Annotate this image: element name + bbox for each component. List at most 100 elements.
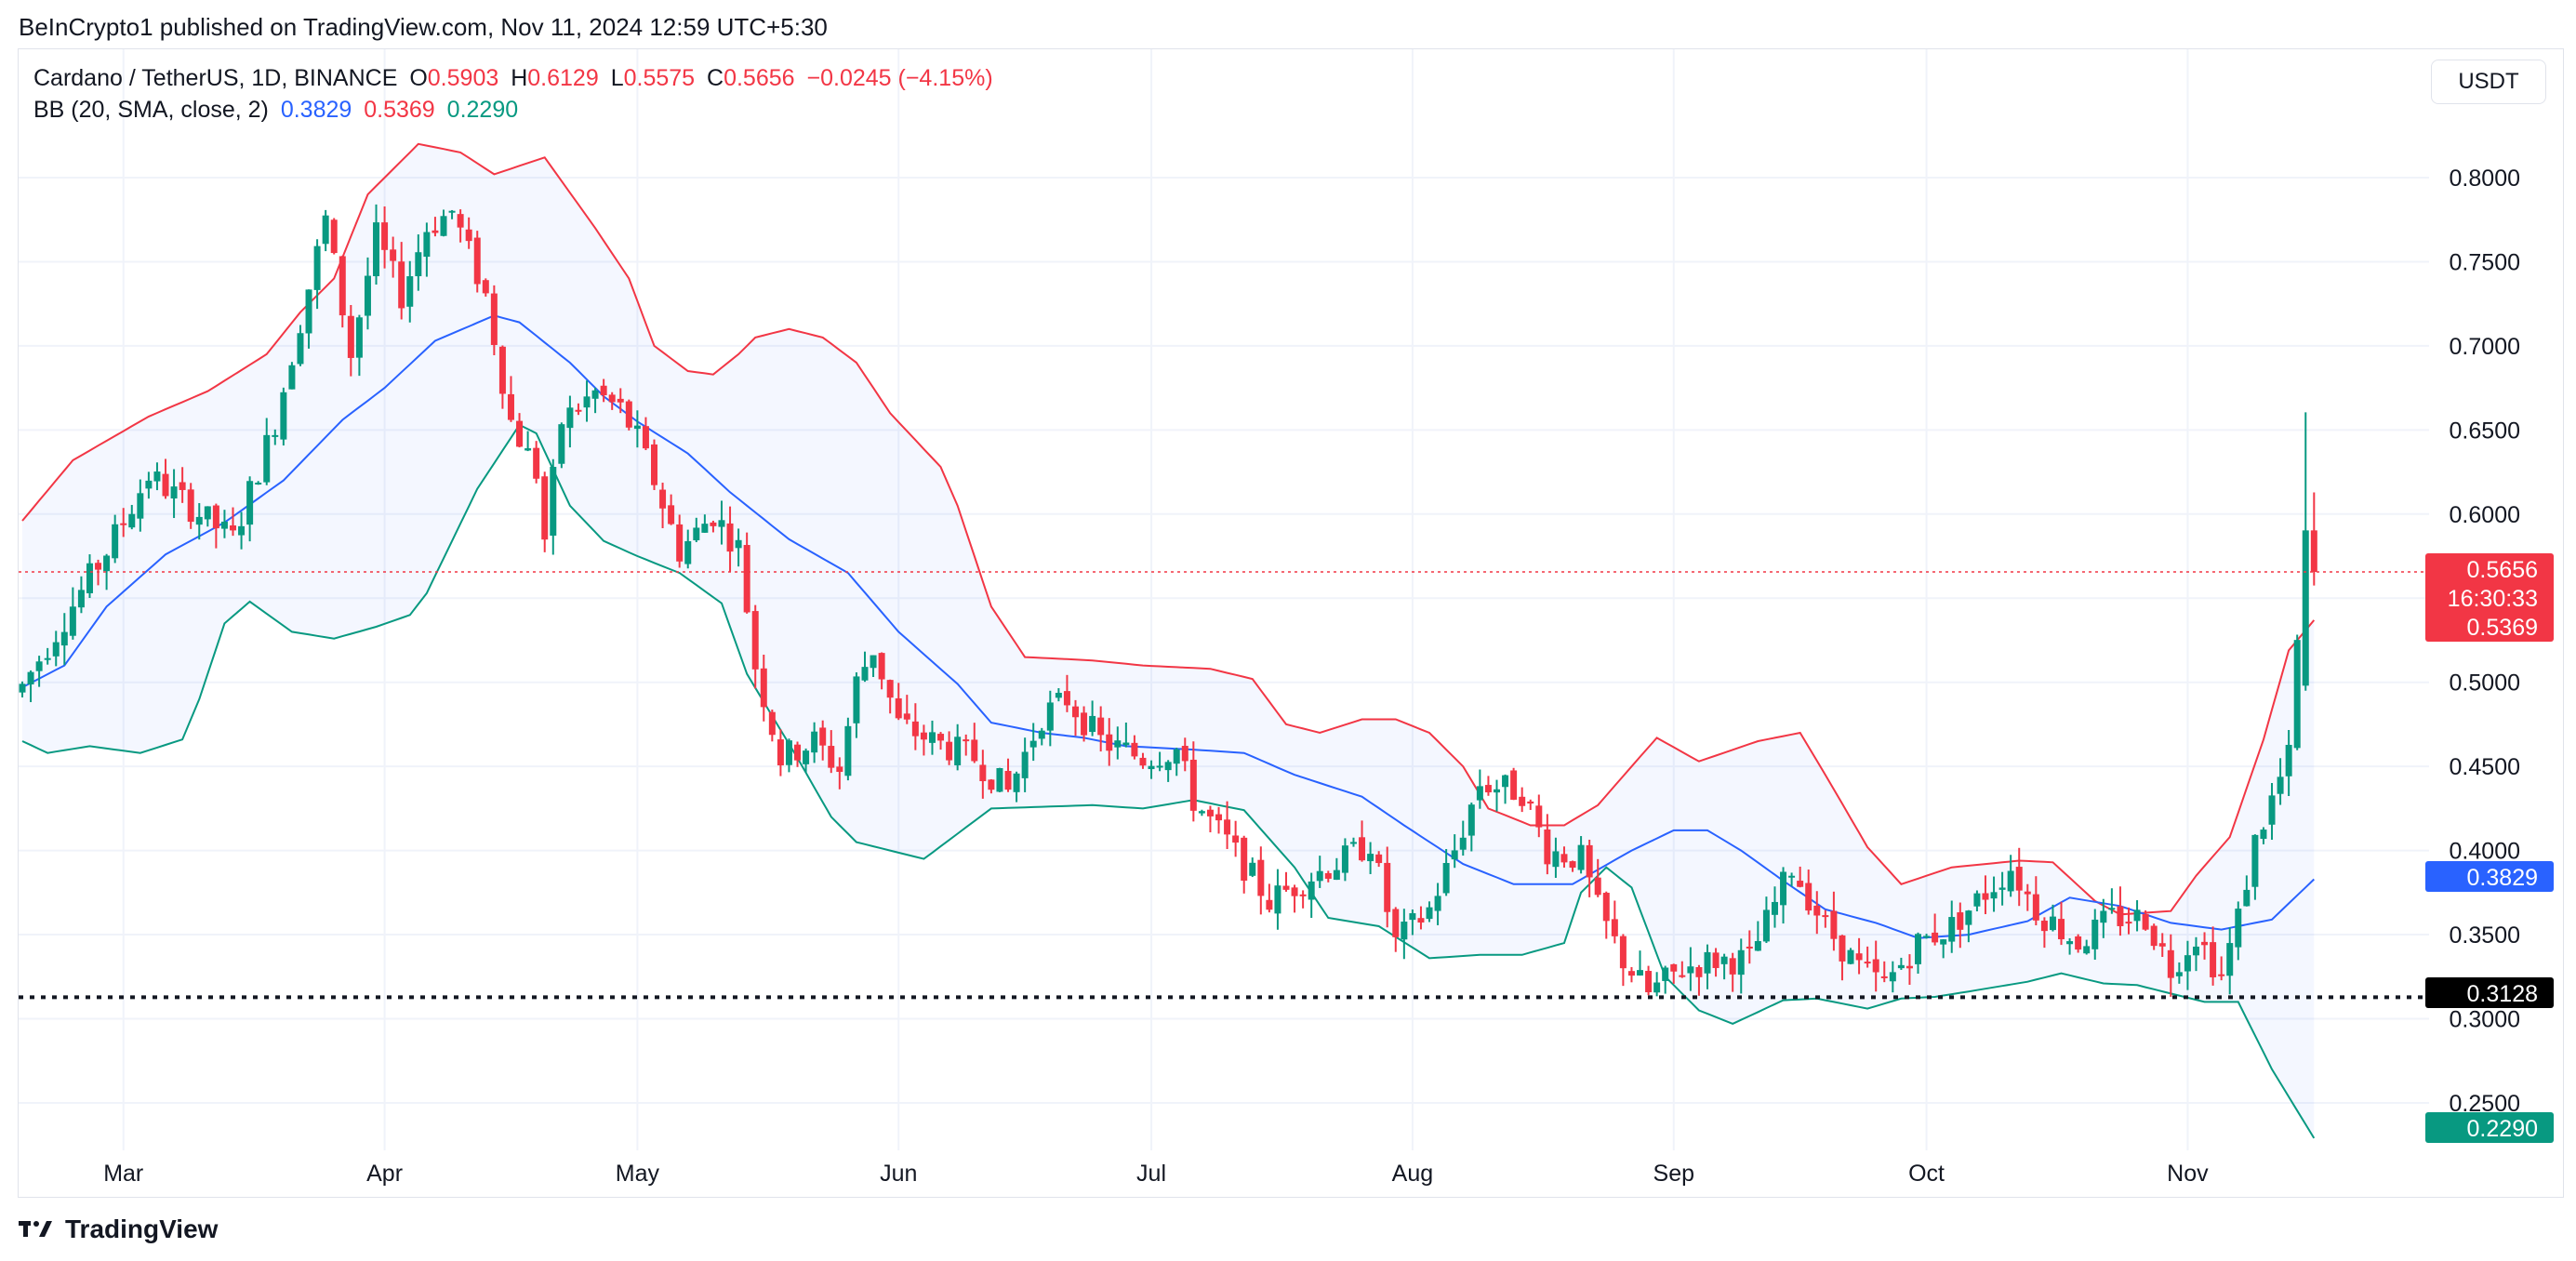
low-label: L <box>610 65 624 91</box>
candle-body <box>1754 940 1761 951</box>
candle-body <box>220 521 228 529</box>
candle-body <box>1055 693 1062 698</box>
candle-body <box>373 222 380 277</box>
candle-body <box>1569 861 1576 869</box>
candle-body <box>760 668 767 708</box>
lower-band-price-tag: 0.2290 <box>2425 1112 2554 1143</box>
candle-body <box>482 280 489 294</box>
candle-body <box>212 505 219 529</box>
candle-body <box>27 671 34 684</box>
candle-body <box>2285 744 2292 777</box>
candle-body <box>204 506 211 520</box>
candle-body <box>895 697 902 719</box>
candle-body <box>878 653 885 680</box>
candle-body <box>1139 757 1147 766</box>
candle-body <box>1780 871 1787 906</box>
candle-body <box>153 471 161 482</box>
price-levels <box>19 571 2429 1000</box>
candle-body <box>390 249 397 261</box>
candle-body <box>1788 875 1796 878</box>
high-label: H <box>511 65 528 91</box>
candle-body <box>1392 909 1400 937</box>
open-value: 0.5903 <box>427 65 499 91</box>
candle-body <box>642 426 649 449</box>
candle-body <box>297 333 304 365</box>
indicator-legend[interactable]: BB (20, SMA, close, 2) 0.3829 0.5369 0.2… <box>33 97 524 124</box>
close-value: 0.5656 <box>724 65 795 91</box>
candle-body <box>684 540 692 564</box>
candle-body <box>1889 972 1896 982</box>
candle-body <box>1451 850 1458 860</box>
symbol-legend[interactable]: Cardano / TetherUS, 1D, BINANCE O0.5903 … <box>33 65 999 92</box>
candle-body <box>440 216 447 236</box>
candle-body <box>1839 935 1846 962</box>
candle-body <box>1813 905 1821 916</box>
candle-body <box>330 219 338 254</box>
candle-body <box>86 563 93 593</box>
candle-body <box>903 713 910 720</box>
candle-body <box>768 711 776 736</box>
y-tick-label: 0.8000 <box>2450 166 2520 192</box>
candle-body <box>1712 952 1720 968</box>
candle-body <box>2125 922 2132 924</box>
candle-body <box>1797 881 1804 887</box>
candle-body <box>1156 765 1163 768</box>
candle-body <box>651 444 657 485</box>
candle-body <box>2040 921 2048 932</box>
y-tick-label: 0.5000 <box>2450 670 2520 697</box>
candle-body <box>608 394 616 403</box>
lower-value: 0.2290 <box>446 97 519 123</box>
candle-body <box>448 210 456 213</box>
indicator-name[interactable]: BB (20, SMA, close, 2) <box>33 97 269 123</box>
candle-body <box>1029 740 1037 748</box>
candle-body <box>322 215 329 245</box>
candle-body <box>2201 941 2209 946</box>
candle-body <box>1232 835 1240 843</box>
candle-body <box>103 555 111 572</box>
candle-body <box>179 482 186 490</box>
candle-body <box>853 676 860 723</box>
candle-body <box>2218 974 2225 976</box>
candle-body <box>785 740 792 765</box>
candle-body <box>1502 775 1509 788</box>
candle-body <box>1349 842 1357 844</box>
candle-body <box>1274 885 1281 914</box>
candle-body <box>381 222 389 250</box>
candle-body <box>2192 946 2199 956</box>
candle-body <box>836 766 843 772</box>
candle-body <box>1923 936 1931 938</box>
candle-body <box>1973 893 1981 907</box>
candle-body <box>1847 949 1854 964</box>
candle-body <box>1189 759 1197 811</box>
candle-body <box>1940 939 1947 945</box>
candle-body <box>145 480 153 489</box>
candle-body <box>2100 910 2107 923</box>
candle-body <box>2277 777 2284 794</box>
candle-body <box>1291 887 1298 896</box>
basis-price-tag: 0.3829 <box>2425 861 2554 892</box>
candle-body <box>1081 712 1088 736</box>
candle-body <box>533 447 540 479</box>
candle-body <box>1038 730 1045 739</box>
candle-body <box>1905 965 1913 969</box>
tradingview-footer[interactable]: TradingView <box>19 1215 218 1244</box>
x-tick-label: Sep <box>1653 1161 1694 1187</box>
candle-body <box>170 486 178 499</box>
lower-band-line <box>21 423 2316 1139</box>
high-value: 0.6129 <box>527 65 599 91</box>
candle-body <box>272 434 279 437</box>
candle-body <box>516 420 524 447</box>
candle-body <box>1494 789 1500 793</box>
candle-body <box>1206 809 1214 816</box>
currency-button[interactable]: USDT <box>2431 60 2546 104</box>
last-price-tag-text: 0.5656 <box>2467 557 2538 583</box>
candle-body <box>751 611 759 670</box>
candle-body <box>1637 970 1644 976</box>
candle-body <box>1627 971 1635 976</box>
candle-body <box>1611 919 1618 936</box>
support-price-tag: 0.3128 <box>2425 977 2554 1008</box>
candle-body <box>52 642 60 657</box>
symbol-name[interactable]: Cardano / TetherUS, 1D, BINANCE <box>33 65 398 91</box>
candle-body <box>1729 958 1736 975</box>
